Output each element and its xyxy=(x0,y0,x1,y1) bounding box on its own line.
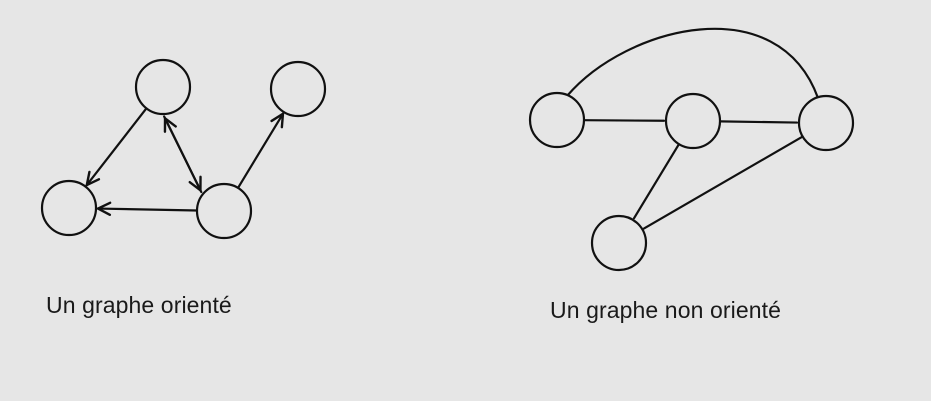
node-c xyxy=(40,179,98,237)
edge-r-s xyxy=(642,135,804,230)
node-p xyxy=(528,91,586,149)
arrowhead-a-c xyxy=(85,170,101,187)
node-d xyxy=(195,182,253,240)
node-r xyxy=(797,94,855,152)
node-b xyxy=(269,60,327,118)
edge-d-b xyxy=(236,112,285,190)
arrowhead-d-a xyxy=(163,117,177,133)
node-a xyxy=(134,58,192,116)
node-q xyxy=(664,92,722,150)
arrowhead-d-b xyxy=(270,112,285,129)
edge-p-q xyxy=(582,119,666,122)
edge-q-r xyxy=(718,120,799,124)
edge-p-r xyxy=(565,27,820,100)
caption-directed-graph: Un graphe orienté xyxy=(46,292,232,318)
node-s xyxy=(590,214,648,272)
edge-d-c xyxy=(96,207,199,212)
edge-a-c xyxy=(85,107,148,187)
arrowhead-d-c xyxy=(96,201,112,216)
edge-q-s xyxy=(632,142,681,220)
directed-graph xyxy=(40,58,327,240)
undirected-graph xyxy=(528,27,855,272)
edge-d-a xyxy=(163,117,203,194)
caption-undirected-graph: Un graphe non orienté xyxy=(550,297,781,323)
